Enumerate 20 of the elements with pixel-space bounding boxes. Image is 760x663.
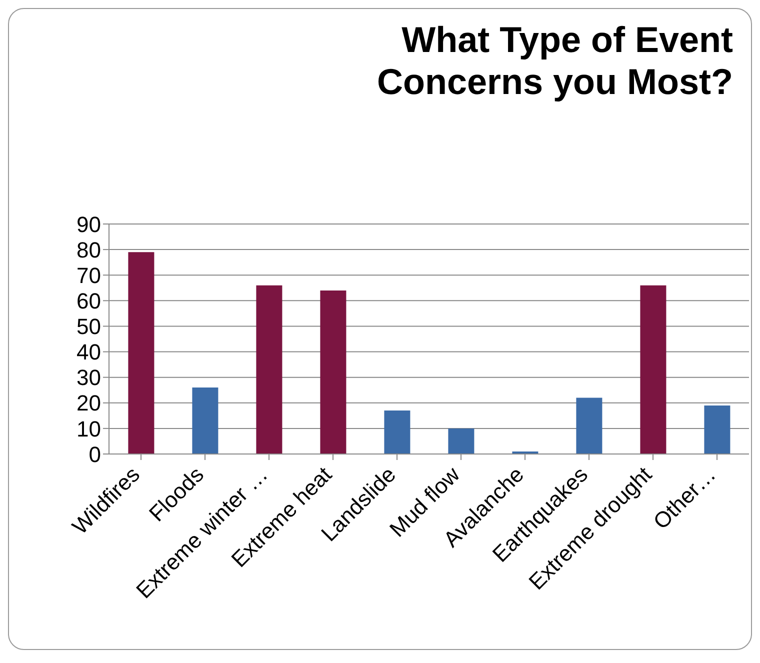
bar [384,410,410,454]
bar [320,290,346,454]
bar [448,428,474,454]
y-tick-label: 50 [76,314,101,340]
bar [128,252,154,454]
bar [192,388,218,454]
y-tick-label: 0 [88,442,101,467]
y-tick-label: 40 [76,340,101,365]
bar [640,285,666,454]
y-tick-label: 80 [76,237,101,262]
bar [576,398,602,454]
bar [256,285,282,454]
y-tick-label: 70 [76,262,101,288]
y-tick-label: 10 [76,416,101,442]
y-tick-label: 20 [76,390,101,416]
chart-title: What Type of Event Concerns you Most? [376,19,733,103]
y-tick-label: 90 [76,212,101,237]
y-tick-label: 30 [76,365,101,390]
bar [704,405,730,454]
y-tick-label: 60 [76,288,101,314]
